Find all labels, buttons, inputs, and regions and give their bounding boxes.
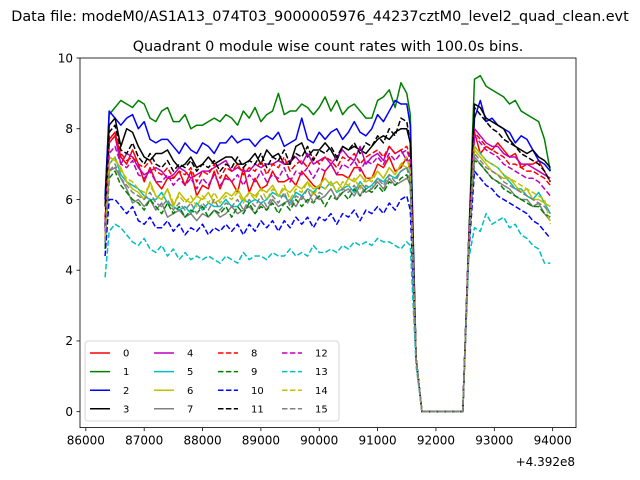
x-tick-label: 94000 xyxy=(534,434,572,448)
x-tick-label: 92000 xyxy=(417,434,455,448)
series-line-11 xyxy=(104,106,551,413)
x-tick-label: 86000 xyxy=(67,434,105,448)
axes: 86000 87000 88000 89000 90000 91000 92000 93000… xyxy=(58,51,572,447)
x-tick-label: 87000 xyxy=(125,434,163,448)
series-line-8 xyxy=(104,131,551,413)
y-tick-label: 4 xyxy=(65,264,73,278)
legend-label-0: 0 xyxy=(123,349,129,360)
series-line-3 xyxy=(104,103,551,413)
chart-title: Quadrant 0 module wise count rates with … xyxy=(133,39,524,55)
legend-label-3: 3 xyxy=(123,404,129,415)
y-tick-label: 2 xyxy=(65,334,73,348)
figure-suptitle: Data file: modeM0/AS1A13_074T03_90000059… xyxy=(11,9,629,25)
legend-label-1: 1 xyxy=(123,367,129,378)
legend-label-7: 7 xyxy=(187,404,193,415)
legend-label-15: 15 xyxy=(315,404,328,415)
x-tick-label: 90000 xyxy=(300,434,338,448)
series-line-1 xyxy=(104,74,552,413)
legend-label-5: 5 xyxy=(187,367,193,378)
legend-label-10: 10 xyxy=(251,386,264,397)
legend-label-8: 8 xyxy=(251,349,257,360)
legend-label-9: 9 xyxy=(251,367,257,378)
x-offset-label: +4.392e8 xyxy=(516,455,575,469)
y-tick-label: 6 xyxy=(65,193,73,207)
x-tick-label: 93000 xyxy=(475,434,513,448)
x-tick-label: 88000 xyxy=(183,434,221,448)
series-line-13 xyxy=(104,212,551,413)
series-line-4 xyxy=(104,127,551,413)
legend-label-2: 2 xyxy=(123,386,129,397)
series-line-10 xyxy=(104,170,551,413)
series-line-9 xyxy=(104,159,551,413)
legend-label-4: 4 xyxy=(187,349,193,360)
legend-label-6: 6 xyxy=(187,386,193,397)
x-tick-label: 89000 xyxy=(242,434,280,448)
legend-label-13: 13 xyxy=(315,367,328,378)
y-tick-label: 8 xyxy=(65,122,73,136)
y-tick-label: 0 xyxy=(65,405,73,419)
plot-area xyxy=(104,74,552,413)
legend-label-11: 11 xyxy=(251,404,264,415)
legend-label-12: 12 xyxy=(315,349,328,360)
y-tick-label: 10 xyxy=(58,51,73,65)
series-line-15 xyxy=(104,152,551,413)
x-tick-label: 91000 xyxy=(359,434,397,448)
legend-box xyxy=(84,340,340,422)
plot-frame xyxy=(79,57,577,429)
legend-label-14: 14 xyxy=(315,386,328,397)
series-line-14 xyxy=(104,145,552,413)
